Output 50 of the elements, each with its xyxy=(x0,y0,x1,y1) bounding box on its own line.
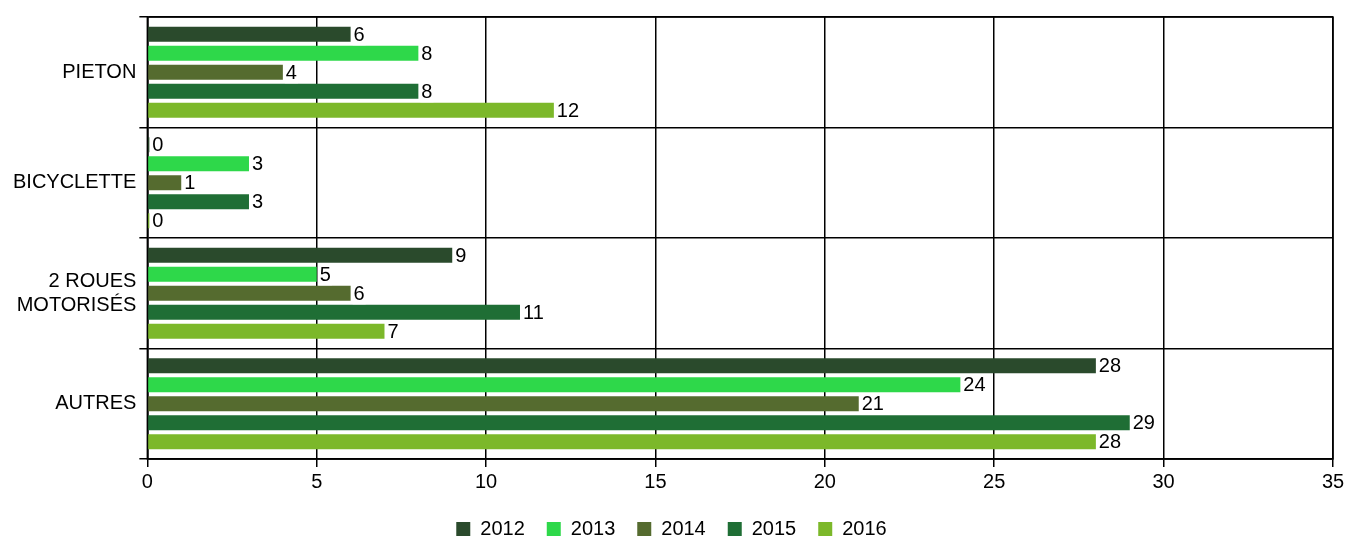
data-label: 8 xyxy=(421,41,433,64)
legend-label: 2016 xyxy=(842,516,887,539)
y-tick-label: AUTRES xyxy=(55,391,137,414)
data-label: 28 xyxy=(1098,430,1122,453)
data-label: 4 xyxy=(285,60,297,83)
bar xyxy=(148,434,1096,450)
bar xyxy=(148,26,351,42)
data-label: 8 xyxy=(421,79,433,102)
bar xyxy=(148,358,1096,374)
bar xyxy=(148,415,1130,431)
data-label: 21 xyxy=(861,392,884,415)
data-label: 0 xyxy=(152,209,164,232)
x-tick-label: 15 xyxy=(644,469,667,492)
y-tick-label: BICYCLETTE xyxy=(13,170,137,193)
y-tick-label: 2 ROUES MOTORISÉS xyxy=(16,268,137,315)
x-tick-label: 10 xyxy=(474,469,498,492)
data-label: 7 xyxy=(387,319,399,342)
bar xyxy=(148,285,351,301)
data-label: 6 xyxy=(353,281,365,304)
data-label: 5 xyxy=(319,262,331,285)
x-tick-label: 30 xyxy=(1152,469,1175,492)
data-label: 11 xyxy=(522,300,544,323)
data-label: 6 xyxy=(353,22,365,45)
bar xyxy=(148,194,249,210)
data-label: 0 xyxy=(152,133,164,156)
data-label: 3 xyxy=(251,190,264,213)
bar xyxy=(148,396,859,412)
bar xyxy=(148,266,317,282)
x-tick-label: 5 xyxy=(311,469,323,492)
legend-label: 2013 xyxy=(570,516,616,539)
data-label: 29 xyxy=(1132,411,1155,434)
legend-label: 2012 xyxy=(480,516,525,539)
x-tick-label: 35 xyxy=(1321,469,1345,492)
data-label: 3 xyxy=(251,152,264,175)
legend-label: 2014 xyxy=(661,516,706,539)
data-label: 28 xyxy=(1098,354,1122,377)
data-label: 1 xyxy=(184,171,196,194)
data-label: 24 xyxy=(963,373,986,396)
legend-label: 2015 xyxy=(751,516,797,539)
data-label: 12 xyxy=(556,98,580,121)
data-label: 9 xyxy=(455,243,467,266)
bar xyxy=(148,64,283,80)
bar xyxy=(148,156,249,172)
x-tick-label: 25 xyxy=(983,469,1006,492)
x-tick-label: 0 xyxy=(141,469,153,492)
bar xyxy=(148,175,182,191)
bar xyxy=(148,377,961,393)
bar xyxy=(148,83,419,99)
x-tick-label: 20 xyxy=(813,469,836,492)
y-tick-label: PIETON xyxy=(62,59,137,82)
